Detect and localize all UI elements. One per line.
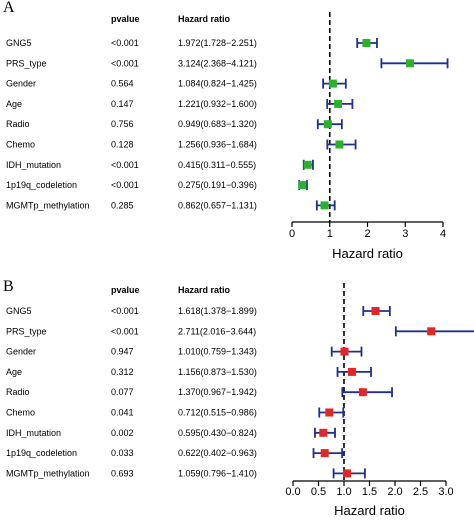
hazard-ratio-value: 0.712(0.515−0.986) [178, 408, 257, 418]
hazard-ratio-value: 1.059(0.796−1.410) [178, 468, 257, 478]
variable-label: IDH_mutation [6, 428, 61, 438]
hazard-ratio-marker [323, 120, 332, 129]
hazard-ratio-marker [319, 428, 328, 437]
variable-label: Age [6, 99, 22, 109]
pvalue-value: 0.041 [111, 408, 134, 418]
hazard-ratio-marker [303, 160, 312, 169]
hazard-ratio-marker [320, 201, 329, 210]
variable-label: 1p19q_codeletion [6, 448, 77, 458]
pvalue-header: pvalue [111, 285, 140, 295]
hazard-ratio-marker [362, 39, 371, 47]
pvalue-value: <0.001 [111, 306, 139, 316]
x-axis-title: Hazard ratio [332, 246, 403, 261]
pvalue-value: <0.001 [111, 58, 139, 68]
hazard-ratio-value: 1.221(0.932−1.600) [178, 99, 257, 109]
hazard-ratio-value: 0.595(0.430−0.824) [178, 428, 257, 438]
pvalue-value: 0.002 [111, 428, 134, 438]
hazard-ratio-marker [340, 347, 349, 356]
pvalue-value: 0.147 [111, 99, 134, 109]
x-axis-title: Hazard ratio [334, 503, 405, 518]
hazard-ratio-value: 0.622(0.402−0.963) [178, 448, 257, 458]
pvalue-value: 0.128 [111, 140, 134, 150]
panel-label: B [3, 278, 14, 295]
hazard-ratio-marker [334, 99, 343, 108]
pvalue-value: <0.001 [111, 38, 139, 48]
variable-label: Chemo [6, 408, 35, 418]
hazard-ratio-marker [358, 388, 367, 397]
hazard-ratio-marker [347, 367, 356, 376]
x-tick-label: 0.0 [285, 486, 300, 498]
variable-label: PRS_type [6, 326, 47, 336]
variable-label: Gender [6, 347, 36, 357]
x-tick-label: 1.0 [336, 486, 351, 498]
x-tick-label: 2.5 [413, 486, 428, 498]
hazard-ratio-value: 1.618(1.378−1.899) [178, 306, 257, 316]
hazard-ratio-marker [328, 79, 337, 88]
hazard-ratio-header: Hazard ratio [178, 14, 231, 24]
pvalue-value: 0.077 [111, 387, 134, 397]
x-tick-label: 0 [289, 228, 295, 240]
hazard-ratio-value: 0.862(0.657−1.131) [178, 200, 257, 210]
x-tick-label: 2 [364, 228, 370, 240]
variable-label: PRS_type [6, 58, 47, 68]
hazard-ratio-value: 0.415(0.311−0.555) [178, 160, 256, 170]
hazard-ratio-marker [343, 469, 352, 478]
pvalue-value: 0.033 [111, 448, 134, 458]
pvalue-value: <0.001 [111, 180, 139, 190]
pvalue-value: 0.312 [111, 367, 134, 377]
x-tick-label: 0.5 [311, 486, 326, 498]
variable-label: Radio [6, 119, 30, 129]
variable-label: Chemo [6, 140, 35, 150]
pvalue-value: 0.756 [111, 119, 134, 129]
variable-label: GNG5 [6, 306, 32, 316]
hazard-ratio-header: Hazard ratio [178, 285, 231, 295]
hazard-ratio-value: 1.010(0.759−1.343) [178, 347, 257, 357]
x-tick-label: 2.0 [387, 486, 402, 498]
pvalue-value: 0.564 [111, 79, 134, 89]
x-tick-label: 3.0 [438, 486, 453, 498]
variable-label: GNG5 [6, 38, 32, 48]
variable-label: 1p19q_codeletion [6, 180, 77, 190]
pvalue-value: 0.693 [111, 468, 134, 478]
hazard-ratio-marker [298, 181, 307, 190]
variable-label: Age [6, 367, 22, 377]
hazard-ratio-value: 0.949(0.683−1.320) [178, 119, 257, 129]
hazard-ratio-value: 1.370(0.967−1.942) [178, 387, 257, 397]
x-tick-label: 3 [402, 228, 408, 240]
variable-label: Gender [6, 79, 36, 89]
pvalue-value: <0.001 [111, 326, 139, 336]
variable-label: IDH_mutation [6, 160, 61, 170]
pvalue-value: <0.001 [111, 160, 139, 170]
hazard-ratio-marker [427, 327, 436, 336]
hazard-ratio-marker [320, 449, 329, 458]
hazard-ratio-value: 1.156(0.873−1.530) [178, 367, 257, 377]
pvalue-header: pvalue [111, 14, 140, 24]
hazard-ratio-marker [325, 408, 334, 417]
panel-label: A [3, 0, 15, 16]
hazard-ratio-value: 2.711(2.016−3.644) [178, 326, 256, 336]
x-tick-label: 1 [327, 228, 333, 240]
variable-label: Radio [6, 387, 30, 397]
hazard-ratio-marker [405, 59, 414, 68]
variable-label: MGMTp_methylation [6, 468, 90, 478]
hazard-ratio-value: 3.124(2.368−4.121) [178, 58, 257, 68]
hazard-ratio-marker [371, 307, 380, 315]
hazard-ratio-value: 1.972(1.728−2.251) [178, 38, 257, 48]
pvalue-value: 0.947 [111, 347, 134, 357]
hazard-ratio-value: 1.256(0.936−1.684) [178, 140, 257, 150]
hazard-ratio-marker [335, 140, 344, 149]
pvalue-value: 0.285 [111, 200, 134, 210]
hazard-ratio-value: 1.084(0.824−1.425) [178, 79, 257, 89]
x-tick-label: 1.5 [362, 486, 377, 498]
x-tick-label: 4 [440, 228, 446, 240]
variable-label: MGMTp_methylation [6, 200, 90, 210]
hazard-ratio-value: 0.275(0.191−0.396) [178, 180, 257, 190]
